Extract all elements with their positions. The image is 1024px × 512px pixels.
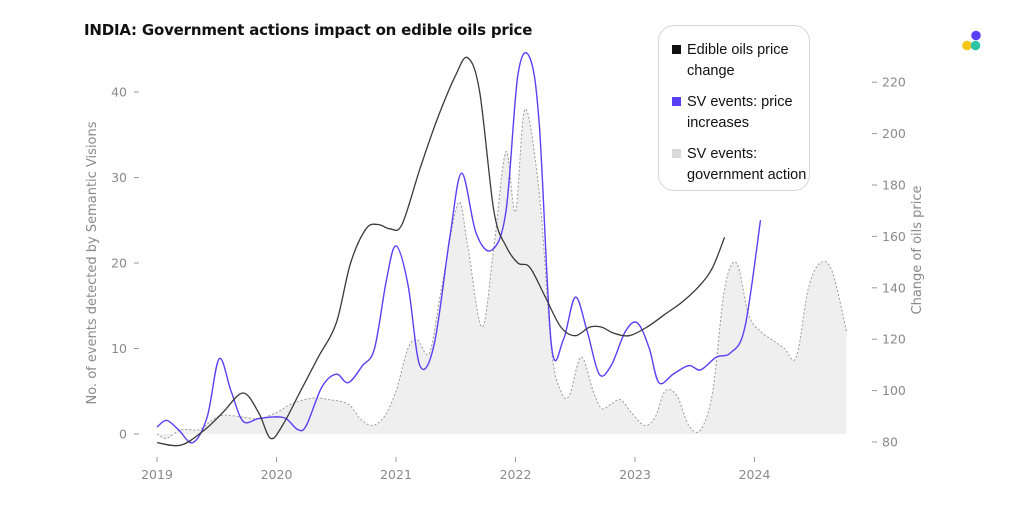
y2-tick-label: 160 <box>882 229 906 244</box>
legend: Edible oils price change SV events: pric… <box>658 25 810 191</box>
y-tick-label: 10 <box>111 341 127 356</box>
y-tick-label: 30 <box>111 170 127 185</box>
legend-label-government-action: SV events: government action <box>687 146 807 183</box>
series-line-edible-oils-price-change <box>156 56 726 447</box>
y2-tick-label: 120 <box>882 332 906 347</box>
legend-swatch-price-increases <box>672 97 681 106</box>
y2-tick-label: 220 <box>882 75 906 90</box>
legend-swatch-government-action <box>672 149 681 158</box>
x-tick-label: 2023 <box>619 467 651 482</box>
y-tick-label: 0 <box>119 427 127 442</box>
y-tick-label: 20 <box>111 256 127 271</box>
y2-tick-label: 140 <box>882 280 906 295</box>
axis-layer: 0 10 20 30 40 80 100 120 140 160 180 200 220 2019 2020… <box>85 75 925 482</box>
legend-swatch-price-change <box>672 45 681 54</box>
y2-tick-label: 100 <box>882 383 906 398</box>
legend-item-government-action: SV events: government action <box>672 144 809 186</box>
y2-tick-label: 80 <box>882 435 898 450</box>
legend-item-price-increases: SV events: price increases <box>672 92 809 134</box>
y2-tick-label: 200 <box>882 126 906 141</box>
x-tick-label: 2024 <box>739 467 771 482</box>
chart-title: INDIA: Government actions impact on edib… <box>84 21 533 39</box>
x-tick-label: 2022 <box>500 467 532 482</box>
y-axis-title: No. of events detected by Semantic Visio… <box>85 121 100 404</box>
legend-item-price-change: Edible oils price change <box>672 40 809 82</box>
area-outline-sv-events-government-action <box>156 108 847 439</box>
x-tick-label: 2019 <box>141 467 173 482</box>
brand-logo-icon <box>962 30 981 51</box>
legend-label-price-change: Edible oils price change <box>687 42 789 79</box>
x-tick-label: 2021 <box>380 467 412 482</box>
y2-axis-title: Change of oils price <box>910 185 925 314</box>
series-layer <box>156 51 847 447</box>
x-tick-label: 2020 <box>261 467 293 482</box>
y-tick-label: 40 <box>111 85 127 100</box>
legend-label-price-increases: SV events: price increases <box>687 94 793 131</box>
logo-dot-yellow <box>962 40 972 51</box>
area-fill-sv-events-government-action <box>157 108 847 439</box>
y2-tick-label: 180 <box>882 178 906 193</box>
logo-dot-purple <box>971 30 981 41</box>
logo-dot-teal <box>970 40 981 51</box>
